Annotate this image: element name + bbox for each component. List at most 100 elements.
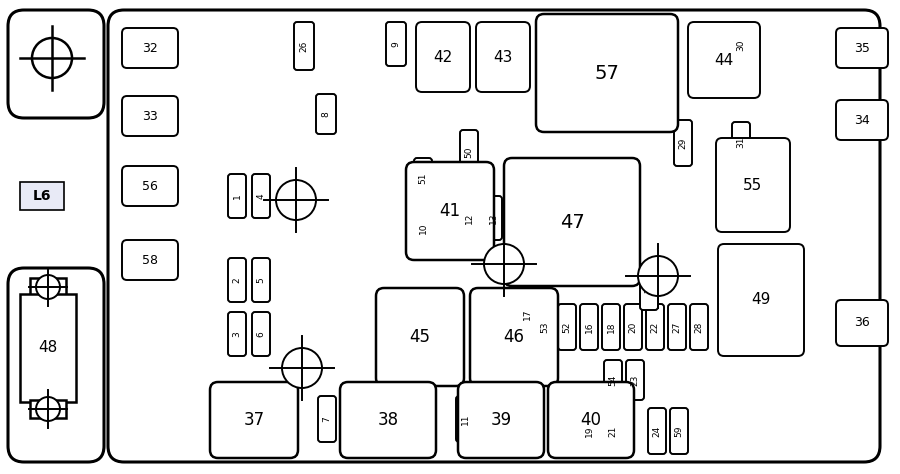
FancyBboxPatch shape [836, 300, 888, 346]
FancyBboxPatch shape [506, 236, 524, 282]
Text: 11: 11 [461, 413, 470, 425]
Text: 28: 28 [695, 321, 704, 333]
Bar [20, 294, 76, 402]
FancyBboxPatch shape [484, 196, 502, 240]
FancyBboxPatch shape [718, 244, 804, 356]
Text: 57: 57 [595, 64, 619, 82]
Bar [20, 182, 64, 210]
Text: 38: 38 [377, 411, 399, 429]
Bar [30, 278, 66, 296]
Circle shape [36, 275, 60, 299]
FancyBboxPatch shape [670, 408, 688, 454]
FancyBboxPatch shape [476, 22, 530, 92]
FancyBboxPatch shape [414, 208, 432, 248]
Text: L6: L6 [32, 189, 51, 203]
Text: 51: 51 [418, 172, 427, 184]
Text: 49: 49 [752, 292, 770, 308]
FancyBboxPatch shape [836, 28, 888, 68]
Text: 13: 13 [489, 212, 498, 224]
Text: 18: 18 [607, 321, 616, 333]
FancyBboxPatch shape [252, 312, 270, 356]
Text: 10: 10 [418, 222, 427, 234]
FancyBboxPatch shape [456, 396, 474, 442]
FancyBboxPatch shape [316, 94, 336, 134]
Text: 2: 2 [232, 277, 241, 283]
Text: 16: 16 [584, 321, 593, 333]
FancyBboxPatch shape [460, 130, 478, 174]
Text: 21: 21 [608, 425, 617, 437]
Text: 12: 12 [464, 212, 473, 224]
Text: 17: 17 [523, 308, 532, 320]
FancyBboxPatch shape [108, 10, 880, 462]
FancyBboxPatch shape [580, 304, 598, 350]
FancyBboxPatch shape [8, 268, 104, 462]
FancyBboxPatch shape [732, 22, 750, 68]
FancyBboxPatch shape [536, 304, 554, 350]
Text: 52: 52 [562, 321, 572, 333]
Text: 37: 37 [243, 411, 265, 429]
FancyBboxPatch shape [836, 100, 888, 140]
Text: 6: 6 [256, 331, 266, 337]
Circle shape [484, 244, 524, 284]
FancyBboxPatch shape [228, 312, 246, 356]
Text: 15: 15 [510, 253, 519, 265]
FancyBboxPatch shape [604, 360, 622, 400]
FancyBboxPatch shape [626, 360, 644, 400]
Text: 9: 9 [392, 41, 400, 47]
Text: 19: 19 [584, 425, 593, 437]
Circle shape [32, 38, 72, 78]
Text: 34: 34 [854, 113, 870, 127]
FancyBboxPatch shape [294, 22, 314, 70]
Text: 22: 22 [651, 321, 660, 333]
FancyBboxPatch shape [318, 396, 336, 442]
FancyBboxPatch shape [646, 304, 664, 350]
Text: 47: 47 [560, 212, 584, 231]
Text: 42: 42 [434, 49, 453, 64]
FancyBboxPatch shape [548, 382, 634, 458]
Text: 23: 23 [631, 374, 640, 386]
Text: 45: 45 [410, 328, 430, 346]
Circle shape [276, 180, 316, 220]
FancyBboxPatch shape [210, 382, 298, 458]
FancyBboxPatch shape [340, 382, 436, 458]
FancyBboxPatch shape [640, 264, 658, 310]
FancyBboxPatch shape [674, 120, 692, 166]
Text: 31: 31 [736, 136, 745, 148]
Text: 43: 43 [493, 49, 513, 64]
FancyBboxPatch shape [648, 408, 666, 454]
Text: 7: 7 [322, 416, 331, 422]
Text: 4: 4 [256, 193, 266, 199]
Text: 44: 44 [715, 53, 733, 67]
Text: 55: 55 [743, 177, 762, 192]
FancyBboxPatch shape [580, 408, 598, 454]
Text: 59: 59 [674, 425, 683, 437]
FancyBboxPatch shape [122, 28, 178, 68]
Text: 58: 58 [142, 254, 158, 266]
Text: 36: 36 [854, 317, 870, 329]
FancyBboxPatch shape [688, 22, 760, 98]
Text: 50: 50 [464, 146, 473, 158]
Text: 54: 54 [608, 374, 617, 386]
Text: 27: 27 [672, 321, 681, 333]
FancyBboxPatch shape [504, 158, 640, 286]
Text: 25: 25 [644, 281, 653, 292]
Text: 53: 53 [541, 321, 550, 333]
FancyBboxPatch shape [414, 158, 432, 198]
FancyBboxPatch shape [406, 162, 494, 260]
FancyBboxPatch shape [558, 304, 576, 350]
Text: 46: 46 [503, 328, 525, 346]
FancyBboxPatch shape [460, 196, 478, 240]
FancyBboxPatch shape [602, 304, 620, 350]
FancyBboxPatch shape [732, 122, 750, 162]
Text: 56: 56 [142, 180, 157, 192]
FancyBboxPatch shape [690, 304, 708, 350]
FancyBboxPatch shape [518, 292, 536, 336]
Text: 20: 20 [628, 321, 637, 333]
FancyBboxPatch shape [716, 138, 790, 232]
Text: 39: 39 [491, 411, 511, 429]
FancyBboxPatch shape [624, 304, 642, 350]
Text: 30: 30 [736, 39, 745, 51]
Text: 35: 35 [854, 42, 870, 55]
Circle shape [36, 397, 60, 421]
FancyBboxPatch shape [386, 22, 406, 66]
